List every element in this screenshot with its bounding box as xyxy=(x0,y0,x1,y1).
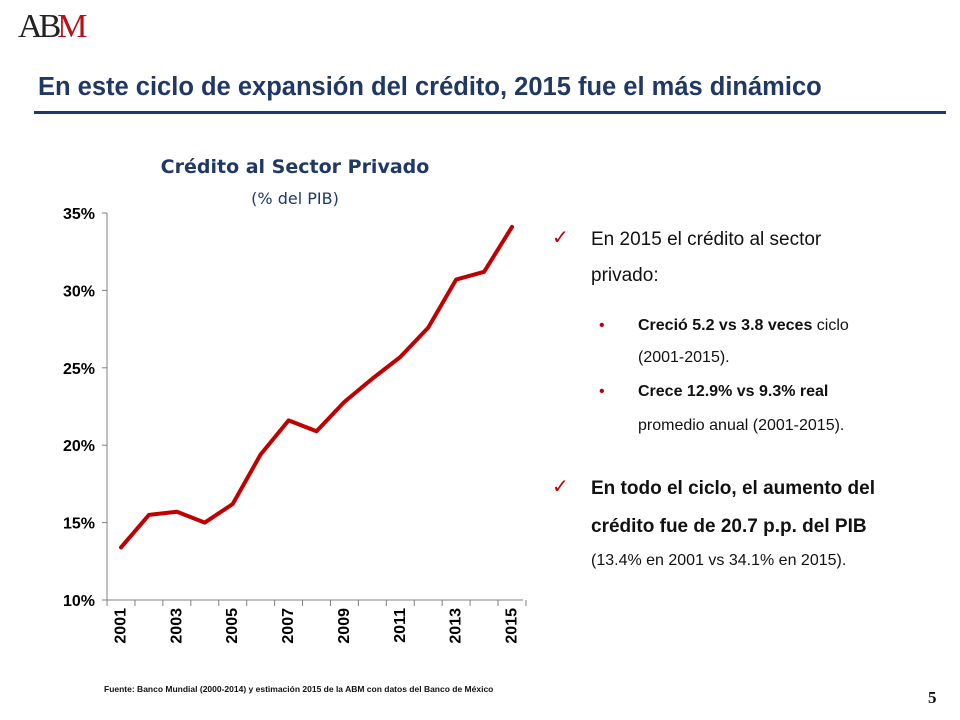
data-point xyxy=(316,430,317,432)
sub-bullet-1-bold: Creció 5.2 vs 3.8 veces xyxy=(638,317,813,334)
data-point xyxy=(371,378,373,380)
y-tick-label: 15% xyxy=(63,516,95,533)
checkmark-icon: ✓ xyxy=(552,225,569,249)
data-point xyxy=(232,503,234,505)
sub-bullet-2-dot: • xyxy=(599,383,605,400)
data-point xyxy=(455,279,457,281)
bullet-2-line-1: En todo el ciclo, el aumento del xyxy=(591,478,875,499)
y-tick-label: 35% xyxy=(63,206,95,223)
data-point xyxy=(427,327,429,329)
sub-bullet-1-rest: ciclo xyxy=(812,317,849,334)
data-point xyxy=(204,522,206,524)
source-note: Fuente: Banco Mundial (2000-2014) y esti… xyxy=(104,684,494,694)
sub-bullet-1-line-2: (2001-2015). xyxy=(638,349,730,366)
data-point xyxy=(288,419,290,421)
data-point xyxy=(176,511,178,513)
data-point xyxy=(120,546,122,548)
chart-subtitle: (% del PIB) xyxy=(251,189,339,208)
bullet-2-line-3: (13.4% en 2001 vs 34.1% en 2015). xyxy=(591,552,847,569)
page-title: En este ciclo de expansión del crédito, … xyxy=(38,73,822,101)
title-underline xyxy=(34,111,946,114)
bullet-1-line-1: En 2015 el crédito al sector xyxy=(591,229,822,250)
abm-logo: ABM xyxy=(18,8,88,45)
x-tick-label: 2009 xyxy=(336,608,353,644)
sub-bullet-2-line-1: Crece 12.9% vs 9.3% real xyxy=(638,383,829,400)
chart-title: Crédito al Sector Privado xyxy=(160,156,430,178)
x-tick-label: 2015 xyxy=(504,608,521,644)
x-tick-label: 2001 xyxy=(113,608,130,644)
bullet-2-line-2: crédito fue de 20.7 p.p. del PIB xyxy=(591,516,867,537)
y-tick-label: 30% xyxy=(63,283,95,300)
x-tick-label: 2005 xyxy=(224,608,241,644)
page-number: 5 xyxy=(928,688,937,707)
x-tick-label: 2007 xyxy=(280,608,297,644)
series-line xyxy=(119,224,514,550)
logo-letter-m: M xyxy=(57,8,87,45)
x-tick-label: 2011 xyxy=(392,608,409,643)
logo-letter-b: B xyxy=(38,8,62,45)
data-point xyxy=(148,514,150,516)
sub-bullet-2-line-2: promedio anual (2001-2015). xyxy=(638,417,845,434)
data-point xyxy=(483,271,485,273)
y-tick-label: 20% xyxy=(63,438,95,455)
data-point xyxy=(260,453,262,455)
data-point xyxy=(511,226,513,228)
x-tick-label: 2003 xyxy=(168,608,185,644)
y-tick-label: 25% xyxy=(63,361,95,378)
sub-bullet-1-line-1: Creció 5.2 vs 3.8 veces ciclo xyxy=(638,311,849,341)
checkmark-icon: ✓ xyxy=(552,474,569,498)
x-tick-label: 2013 xyxy=(448,608,465,644)
data-point xyxy=(399,356,401,358)
sub-bullet-1-dot: • xyxy=(599,317,605,334)
y-tick-label: 10% xyxy=(63,593,95,610)
bullet-1-line-2: privado: xyxy=(591,265,659,286)
data-point xyxy=(343,401,345,403)
logo-letter-a: A xyxy=(18,8,42,45)
